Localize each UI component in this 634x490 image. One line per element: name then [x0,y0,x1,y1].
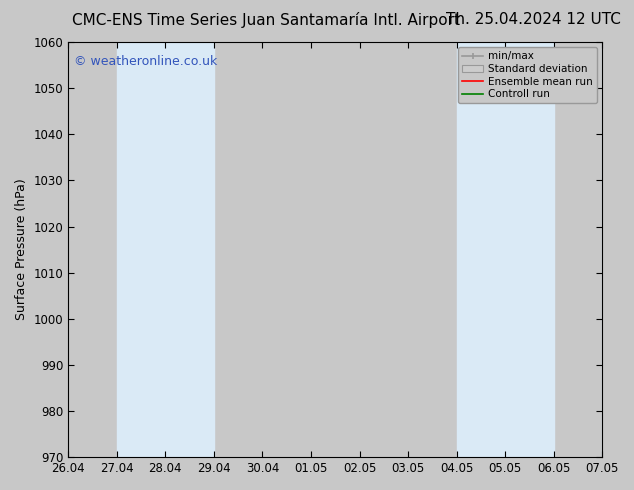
Text: CMC-ENS Time Series Juan Santamaría Intl. Airport: CMC-ENS Time Series Juan Santamaría Intl… [72,12,460,28]
Text: Th. 25.04.2024 12 UTC: Th. 25.04.2024 12 UTC [446,12,621,27]
Legend: min/max, Standard deviation, Ensemble mean run, Controll run: min/max, Standard deviation, Ensemble me… [458,47,597,103]
Y-axis label: Surface Pressure (hPa): Surface Pressure (hPa) [15,179,28,320]
Bar [117,42,214,457]
Bar [602,42,634,457]
Text: © weatheronline.co.uk: © weatheronline.co.uk [74,54,217,68]
Bar [456,42,553,457]
